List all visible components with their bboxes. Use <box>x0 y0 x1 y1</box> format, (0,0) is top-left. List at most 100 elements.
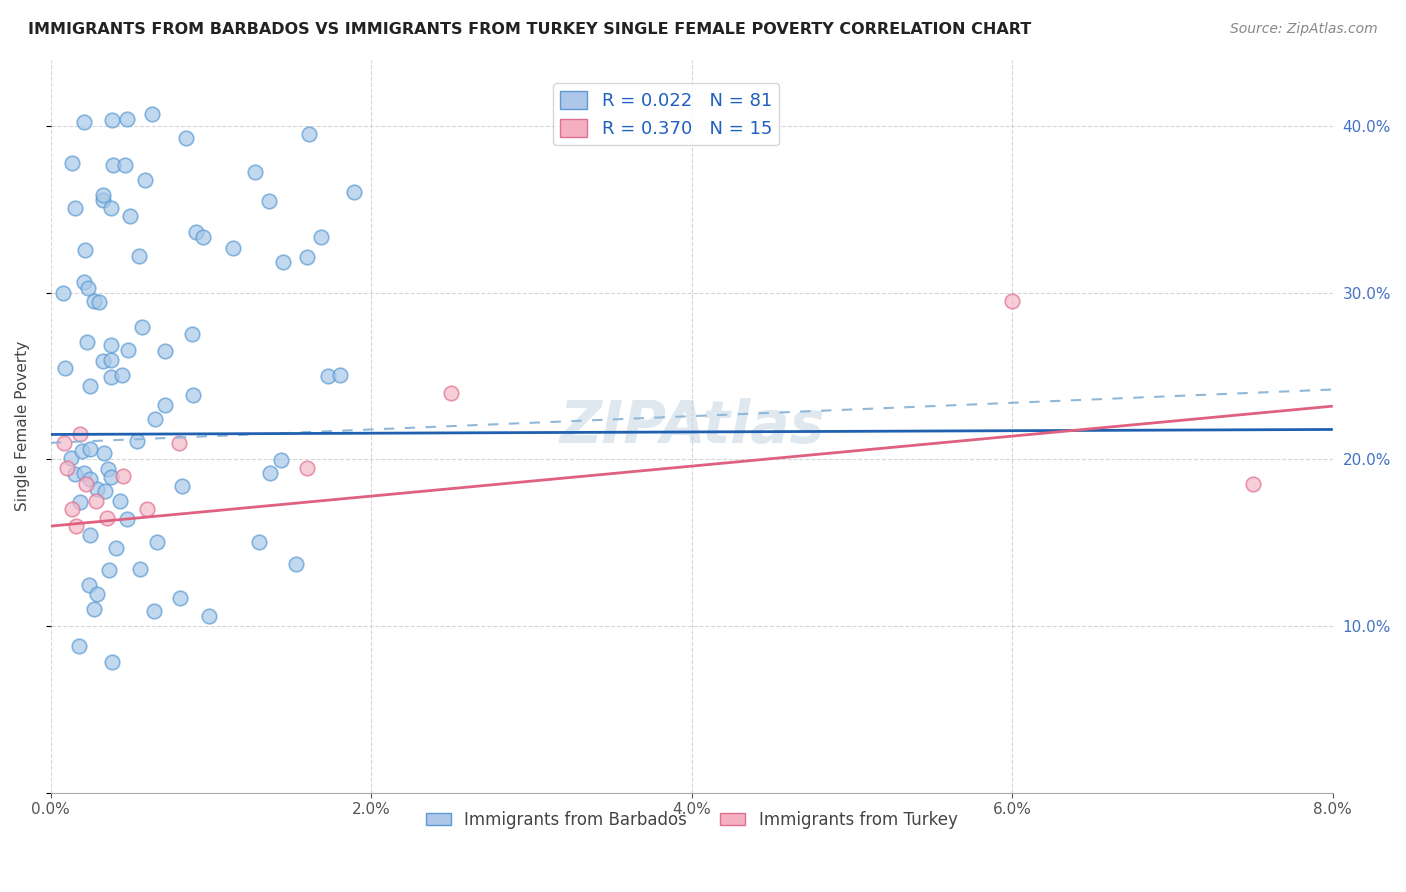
Point <box>65 519 87 533</box>
Point <box>87 295 110 310</box>
Point <box>108 493 131 508</box>
Point <box>170 478 193 492</box>
Text: ZIPAtlas: ZIPAtlas <box>560 398 824 455</box>
Point <box>343 186 366 200</box>
Point <box>100 352 122 367</box>
Point <box>69 639 91 653</box>
Point <box>222 242 245 256</box>
Point <box>142 604 165 618</box>
Point <box>114 158 136 172</box>
Point <box>131 319 153 334</box>
Point <box>91 193 114 207</box>
Y-axis label: Single Female Poverty: Single Female Poverty <box>15 341 30 511</box>
Point <box>65 467 87 482</box>
Point <box>52 435 75 450</box>
Point <box>76 335 98 350</box>
Point <box>297 460 319 475</box>
Point <box>70 443 93 458</box>
Legend: Immigrants from Barbados, Immigrants from Turkey: Immigrants from Barbados, Immigrants fro… <box>419 805 965 836</box>
Point <box>60 450 83 465</box>
Point <box>60 502 83 516</box>
Point <box>285 557 308 571</box>
Point <box>298 127 321 141</box>
Point <box>100 201 122 215</box>
Point <box>96 510 118 524</box>
Point <box>83 293 105 308</box>
Point <box>93 446 115 460</box>
Point <box>76 281 98 295</box>
Point <box>79 578 101 592</box>
Point <box>257 194 280 209</box>
Point <box>84 494 107 508</box>
Point <box>86 587 108 601</box>
Point <box>143 412 166 426</box>
Point <box>155 344 177 359</box>
Point <box>75 477 97 491</box>
Point <box>101 655 124 669</box>
Point <box>73 243 96 257</box>
Text: IMMIGRANTS FROM BARBADOS VS IMMIGRANTS FROM TURKEY SINGLE FEMALE POVERTY CORRELA: IMMIGRANTS FROM BARBADOS VS IMMIGRANTS F… <box>28 22 1032 37</box>
Point <box>56 460 79 475</box>
Point <box>247 534 270 549</box>
Point <box>174 131 197 145</box>
Point <box>110 368 132 383</box>
Point <box>52 286 75 301</box>
Point <box>101 158 124 172</box>
Point <box>98 563 121 577</box>
Point <box>83 601 105 615</box>
Point <box>111 469 134 483</box>
Point <box>60 156 83 170</box>
Point <box>180 326 202 341</box>
Point <box>79 378 101 392</box>
Point <box>69 495 91 509</box>
Point <box>86 483 108 497</box>
Point <box>79 528 101 542</box>
Point <box>115 112 138 127</box>
Point <box>105 541 128 556</box>
Point <box>79 472 101 486</box>
Point <box>79 442 101 456</box>
Point <box>136 502 159 516</box>
Point <box>72 115 94 129</box>
Point <box>93 483 115 498</box>
Point <box>271 255 294 269</box>
Point <box>270 452 292 467</box>
Point <box>295 250 318 264</box>
Point <box>1241 477 1264 491</box>
Point <box>184 225 207 239</box>
Point <box>69 427 91 442</box>
Point <box>243 165 266 179</box>
Point <box>191 229 214 244</box>
Point <box>134 173 156 187</box>
Point <box>129 562 152 576</box>
Point <box>329 368 352 382</box>
Point <box>153 397 176 411</box>
Point <box>118 209 141 223</box>
Point <box>101 112 124 127</box>
Point <box>91 188 114 202</box>
Point <box>117 343 139 357</box>
Point <box>115 511 138 525</box>
Point <box>167 435 190 450</box>
Point <box>63 201 86 215</box>
Point <box>259 466 281 480</box>
Point <box>141 107 163 121</box>
Point <box>72 275 94 289</box>
Point <box>181 388 204 402</box>
Point <box>128 249 150 263</box>
Point <box>55 361 77 376</box>
Point <box>440 385 463 400</box>
Point <box>100 369 122 384</box>
Point <box>1001 294 1024 309</box>
Text: Source: ZipAtlas.com: Source: ZipAtlas.com <box>1230 22 1378 37</box>
Point <box>198 609 221 624</box>
Point <box>125 434 148 449</box>
Point <box>318 369 340 384</box>
Point <box>311 230 333 244</box>
Point <box>97 462 120 476</box>
Point <box>100 338 122 352</box>
Point <box>73 467 96 481</box>
Point <box>100 470 122 484</box>
Point <box>91 354 114 368</box>
Point <box>169 591 191 605</box>
